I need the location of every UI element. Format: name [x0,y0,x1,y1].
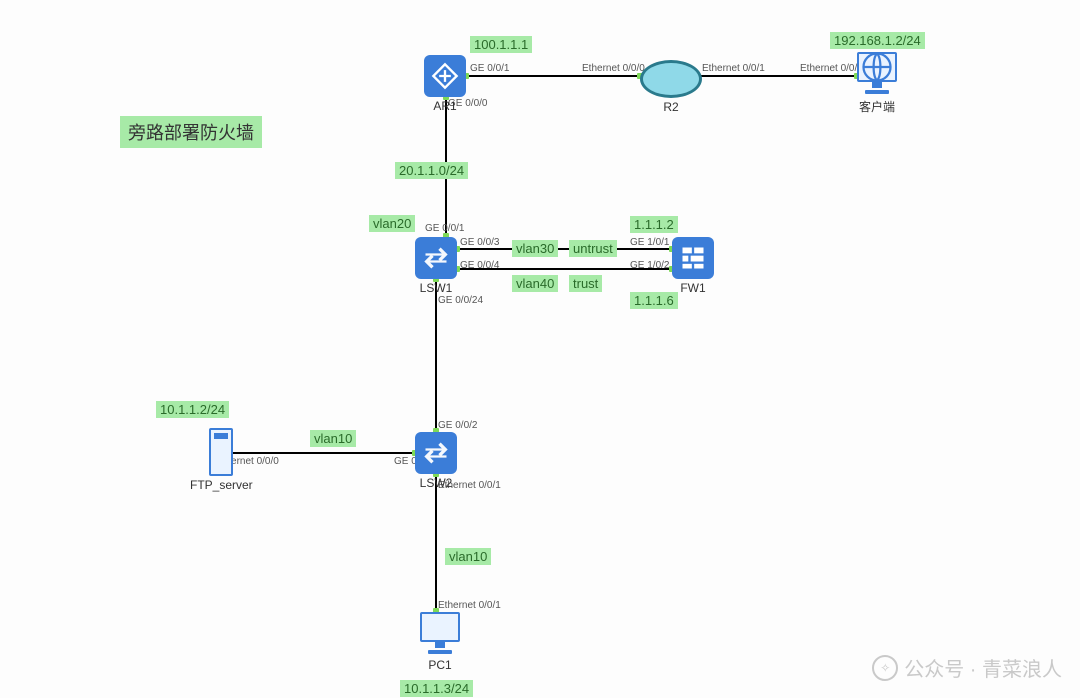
link-lsw1-lsw2 [435,279,437,432]
annotation: 192.168.1.2/24 [830,32,925,49]
lsw2-icon [415,432,457,474]
fw1-label: FW1 [672,281,714,295]
port-label: GE 0/0/1 [425,223,464,234]
annotation: 20.1.1.0/24 [395,162,468,179]
link-lsw2-pc1 [435,474,437,612]
annotation: 10.1.1.3/24 [400,680,473,697]
node-pc1[interactable]: PC1 [420,612,460,672]
port-label: GE 0/0/3 [460,237,499,248]
link-r2-client [696,75,857,77]
client-label: 客户端 [857,98,897,115]
ar1-icon [424,55,466,97]
annotation: vlan10 [445,548,491,565]
pc1-icon [420,612,460,656]
wechat-icon: ✧ [872,655,898,681]
ar1-label: AR1 [424,99,466,113]
port-label: GE 1/0/2 [630,260,669,271]
node-fw1[interactable]: FW1 [672,237,714,295]
port-label: Ethernet 0/0/0 [800,63,863,74]
lsw1-icon [415,237,457,279]
watermark-text: 公众号 · 青菜浪人 [904,653,1062,682]
node-ftp[interactable]: FTP_server [190,428,253,492]
ftp-icon [209,428,233,476]
annotation: 1.1.1.2 [630,216,678,233]
node-r2[interactable]: R2 [640,60,702,114]
port-label: GE 0/0/4 [460,260,499,271]
link-lsw1-fw1-a [457,248,672,250]
port-label: GE 1/0/1 [630,237,669,248]
annotation: 1.1.1.6 [630,292,678,309]
port-label: Ethernet 0/0/1 [438,600,501,611]
r2-label: R2 [640,100,702,114]
node-lsw1[interactable]: LSW1 [415,237,457,295]
node-client[interactable]: 客户端 [857,52,897,115]
ftp-label: FTP_server [190,478,253,492]
port-label: GE 0/0/2 [438,420,477,431]
annotation: untrust [569,240,617,257]
pc1-label: PC1 [420,658,460,672]
node-lsw2[interactable]: LSW2 [415,432,457,490]
lsw2-label: LSW2 [415,476,457,490]
port-label: Ethernet 0/0/0 [582,63,645,74]
port-label: Ethernet 0/0/1 [702,63,765,74]
topology-canvas: AR1 R2 客户端 LSW1 FW1 LSW2 FTP_server PC1 旁路部署防火墙 1… [0,0,1080,698]
watermark: ✧公众号 · 青菜浪人 [872,653,1062,682]
annotation: vlan30 [512,240,558,257]
annotation: 10.1.1.2/24 [156,401,229,418]
annotation: vlan40 [512,275,558,292]
annotation: vlan20 [369,215,415,232]
annotation: vlan10 [310,430,356,447]
annotation: 100.1.1.1 [470,36,532,53]
port-label: GE 0/0/24 [438,295,483,306]
port-label: GE 0/0/1 [470,63,509,74]
lsw1-label: LSW1 [415,281,457,295]
node-ar1[interactable]: AR1 [424,55,466,113]
fw1-icon [672,237,714,279]
link-ar1-r2 [466,75,640,77]
annotation: trust [569,275,602,292]
client-icon [857,52,897,96]
diagram-title: 旁路部署防火墙 [120,116,262,148]
r2-icon [640,60,702,98]
